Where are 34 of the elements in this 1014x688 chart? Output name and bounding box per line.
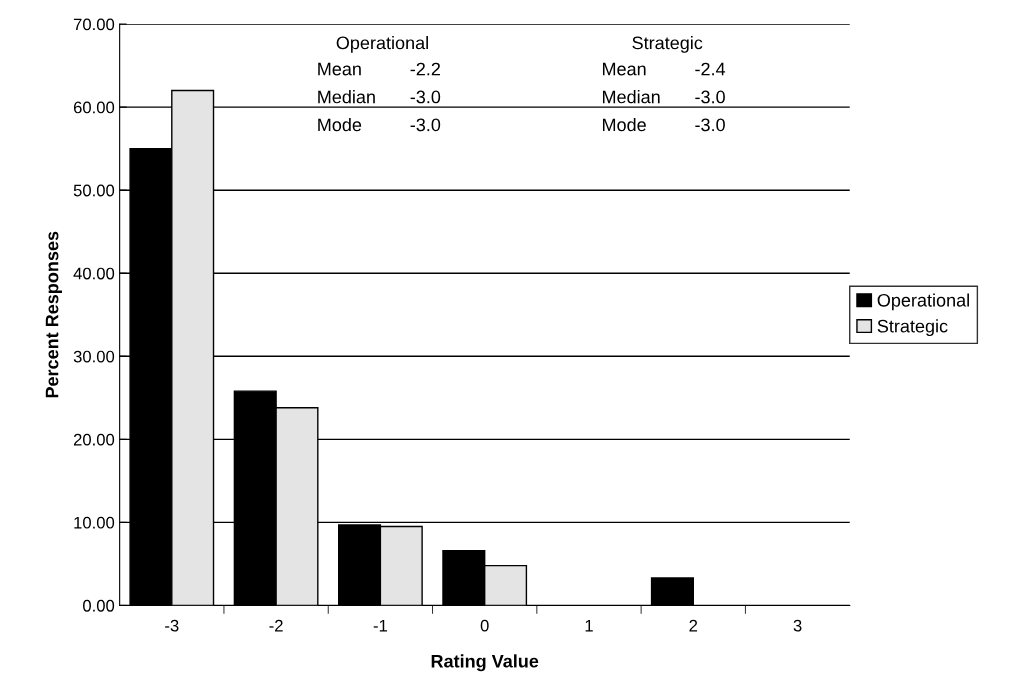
x-axis-title: Rating Value	[431, 654, 539, 672]
annotation: Mode	[602, 117, 646, 132]
y-tick-label: 50.00	[73, 184, 115, 197]
bar	[650, 577, 694, 606]
y-tick-label: 20.00	[73, 433, 115, 446]
y-tick-label: 60.00	[73, 101, 115, 114]
y-tick-label: 30.00	[73, 350, 115, 363]
y-tick-label: 40.00	[73, 267, 115, 280]
x-tick-label: -1	[373, 619, 387, 632]
annotation: -2.4	[695, 62, 726, 76]
annotation: Median	[318, 90, 375, 104]
x-tick-label: -2	[269, 619, 283, 632]
y-tick-label: 70.00	[73, 18, 115, 31]
annotation: Mean	[318, 62, 361, 76]
annotation: -2.2	[410, 62, 440, 76]
y-axis-title: Percent Responses	[45, 231, 62, 398]
annotation: Mode	[318, 117, 362, 132]
x-tick-label: -3	[165, 619, 179, 632]
x-tick-label: 2	[689, 619, 698, 632]
legend-label: Strategic	[877, 319, 948, 337]
annotation: -3.0	[410, 90, 441, 104]
y-tick-label: 0.00	[83, 599, 115, 612]
x-tick-label: 0	[480, 619, 489, 632]
annotation: Median	[602, 90, 660, 104]
annotation: Mean	[602, 62, 646, 76]
legend-label: Operational	[877, 293, 969, 311]
annotation: -3.0	[695, 90, 725, 104]
annotation: Operational	[336, 36, 428, 53]
annotation: Strategic	[632, 36, 703, 53]
annotation: -3.0	[695, 118, 725, 132]
annotation: -3.0	[410, 118, 441, 132]
x-tick-label: 1	[585, 619, 593, 632]
x-tick-label: 3	[793, 619, 802, 632]
y-tick-label: 10.00	[74, 516, 115, 529]
